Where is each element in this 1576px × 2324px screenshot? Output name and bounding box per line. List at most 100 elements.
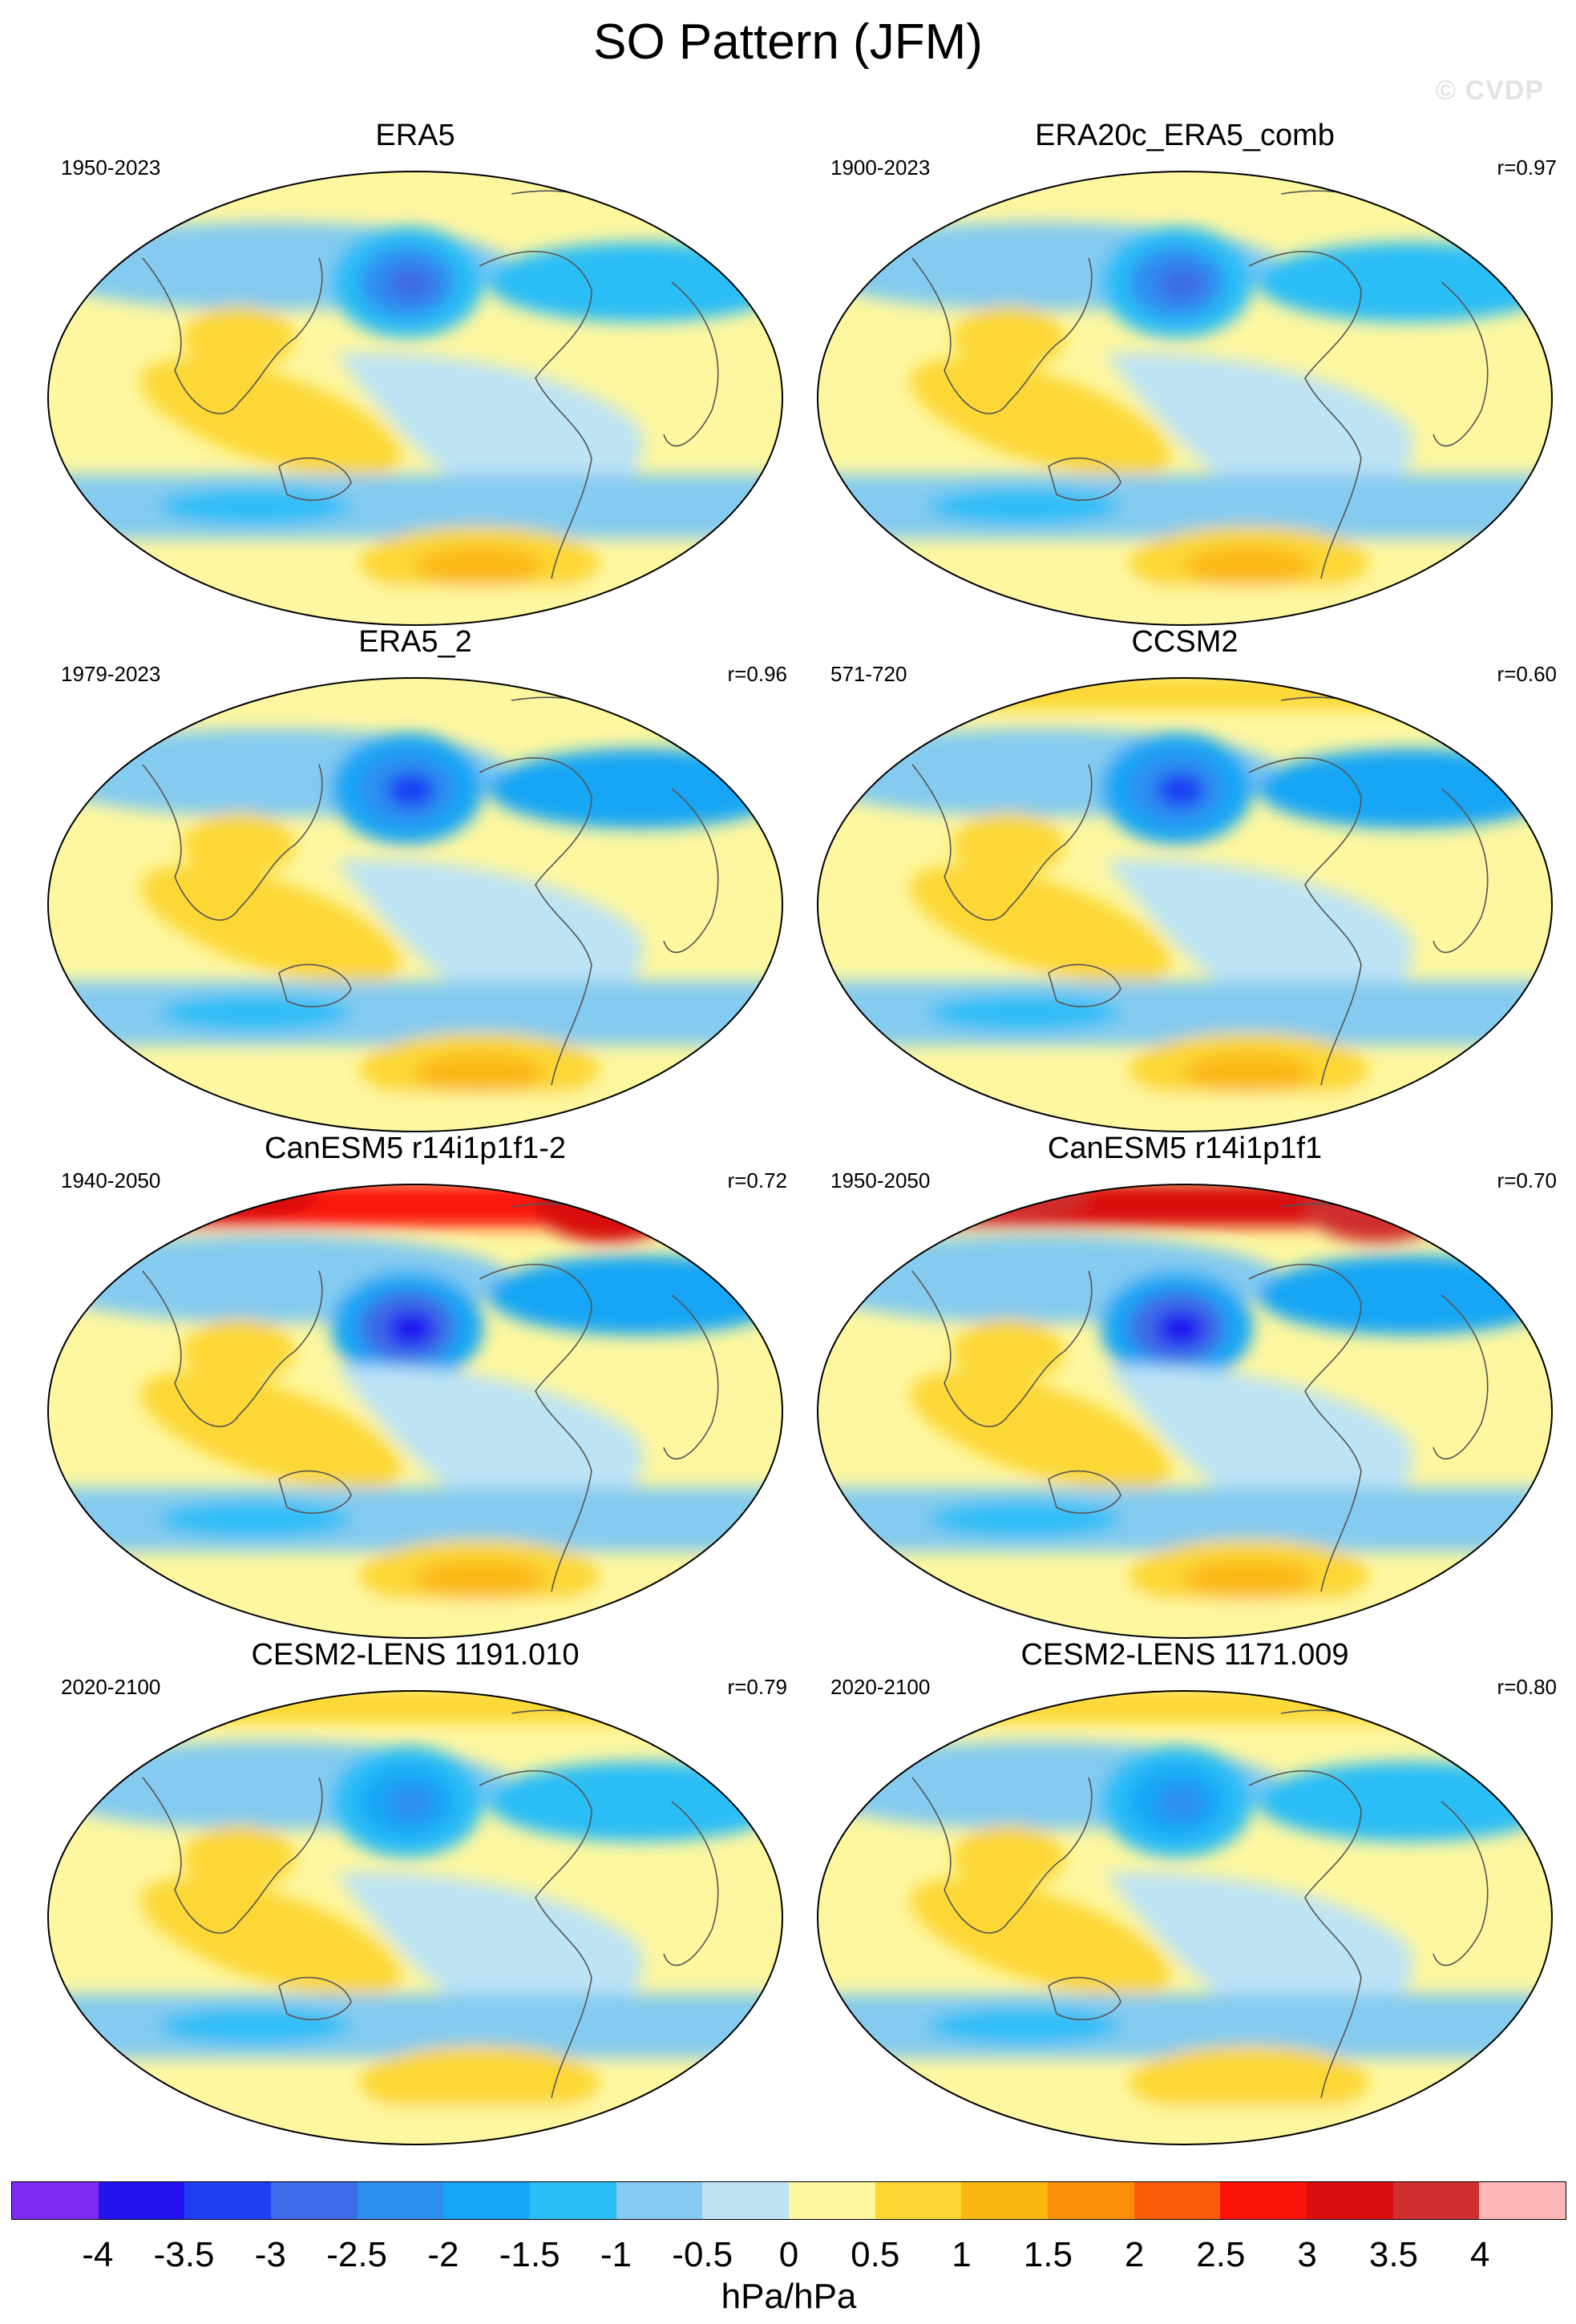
colorbar-tick-label: 0.5 xyxy=(851,2235,900,2274)
arctic-high-core xyxy=(535,1184,680,1243)
map-panel: CanESM5 r14i1p1f1 1950-2050 r=0.70 xyxy=(800,1132,1570,1639)
panel-title: CCSM2 xyxy=(1131,625,1239,659)
arctic-high-band xyxy=(818,678,1552,710)
atlantic-low-belt xyxy=(487,242,782,322)
map-panel: ERA5_2 1979-2023 r=0.96 xyxy=(30,625,800,1132)
arctic-high-band xyxy=(818,171,1552,204)
colorbar-swatch xyxy=(1392,2182,1480,2219)
americas-coast xyxy=(1248,757,1362,1086)
colorbar-swatch xyxy=(702,2182,790,2219)
north-pacific-low-core xyxy=(387,266,435,301)
atlantic-low-belt xyxy=(1257,748,1552,829)
australia-coast xyxy=(1048,1470,1121,1514)
southern-low-core xyxy=(928,995,1121,1031)
americas-coast xyxy=(1248,1770,1362,2099)
robinson-map xyxy=(817,1184,1553,1639)
colorbar-swatch xyxy=(98,2182,185,2219)
atlantic-low-belt xyxy=(1257,242,1552,322)
panel-title: ERA5 xyxy=(375,119,455,152)
colorbar: -4 -3.5 -3 -2.5 -2 -1.5 -1 -0.5 0 0.5 1 1.5 2 2.5 3 3.5… xyxy=(11,2181,1566,2314)
north-pacific-low-core xyxy=(387,1311,435,1346)
southern-ocean-high-core xyxy=(415,547,544,587)
panel-period: 2020-2100 xyxy=(830,1675,931,1699)
panel-correlation: r=0.60 xyxy=(1497,662,1557,686)
map-panel: ERA5 1950-2023 xyxy=(30,119,800,626)
colorbar-swatch xyxy=(530,2182,616,2219)
africa-coast xyxy=(1433,788,1489,954)
southern-low-belt xyxy=(48,1994,782,2058)
indo-pacific-high xyxy=(140,1371,402,1491)
arctic-high-band xyxy=(48,1691,782,1723)
map-border xyxy=(47,1690,783,2145)
robinson-map xyxy=(47,1690,783,2145)
panel-title: ERA5_2 xyxy=(358,625,472,659)
asia-high xyxy=(183,813,295,877)
southern-ocean-high-core xyxy=(1185,547,1313,587)
southern-low-core xyxy=(159,1502,351,1537)
africa-coast xyxy=(1433,1294,1489,1460)
australia-coast xyxy=(1048,1976,1121,2020)
panel-period: 1979-2023 xyxy=(61,662,161,686)
australia-coast xyxy=(1048,963,1121,1007)
asia-high xyxy=(952,813,1065,877)
colorbar-swatch xyxy=(12,2182,99,2219)
robinson-map xyxy=(817,677,1553,1132)
map-border xyxy=(47,677,783,1132)
map-panel: ERA20c_ERA5_comb 1900-2023 r=0.97 xyxy=(800,120,1570,626)
australia-coast xyxy=(278,457,352,501)
robinson-map xyxy=(47,171,783,626)
asia-high xyxy=(183,1826,295,1890)
southern-low-belt xyxy=(48,474,782,539)
africa-coast xyxy=(1433,1801,1489,1967)
arctic-high-band xyxy=(818,1184,1552,1227)
arctic-high-band xyxy=(48,678,782,710)
indo-pacific-high xyxy=(910,865,1171,985)
panel-title: CESM2-LENS 1171.009 xyxy=(1020,1638,1349,1672)
antarctic-band xyxy=(48,1093,782,1132)
figure-title: SO Pattern (JFM) xyxy=(593,14,983,70)
colorbar-tick-label: -1 xyxy=(600,2235,632,2274)
arctic-high-band xyxy=(818,1691,1552,1723)
southern-low-belt xyxy=(818,981,1552,1045)
indo-pacific-high xyxy=(910,358,1171,478)
map-border xyxy=(817,171,1553,626)
southern-low-core xyxy=(928,1502,1121,1537)
colorbar-swatch xyxy=(271,2182,358,2219)
americas-coast xyxy=(1248,251,1362,579)
colorbar-swatch xyxy=(1048,2182,1134,2219)
colorbar-tick-label: 1.5 xyxy=(1023,2235,1073,2274)
panel-title: CanESM5 r14i1p1f1 xyxy=(1047,1132,1323,1165)
indo-pacific-high xyxy=(140,865,402,985)
map-panel: CESM2-LENS 1191.010 2020-2100 r=0.79 xyxy=(30,1640,800,2145)
colorbar-tick-label: -2.5 xyxy=(326,2235,388,2274)
asia-coast xyxy=(911,257,1093,414)
arctic-high-band xyxy=(48,171,782,204)
southern-ocean-high-core xyxy=(1185,2066,1313,2106)
antarctic-band xyxy=(48,2106,782,2144)
colorbar-swatch xyxy=(789,2182,875,2219)
asia-coast xyxy=(911,1270,1093,1427)
colorbar-tick-label: 2.5 xyxy=(1196,2235,1246,2274)
colorbar-tick-label: 1 xyxy=(952,2235,972,2274)
map-border xyxy=(817,677,1553,1132)
antarctic-band xyxy=(48,1600,782,1638)
coastlines xyxy=(911,190,1489,579)
antarctic-band xyxy=(818,1600,1552,1638)
southern-ocean-high-core xyxy=(1185,1053,1313,1093)
colorbar-swatch xyxy=(184,2182,272,2219)
southern-low-belt xyxy=(818,1994,1552,2058)
panel-period: 2020-2100 xyxy=(61,1675,161,1699)
asia-coast xyxy=(911,764,1093,921)
north-pacific-low-core xyxy=(1157,266,1205,301)
colorbar-tick-label: 3 xyxy=(1297,2235,1317,2274)
colorbar-tick-label: 2 xyxy=(1124,2235,1145,2274)
asia-coast xyxy=(142,1270,323,1427)
asia-high xyxy=(952,306,1065,370)
indo-pacific-high xyxy=(910,1878,1171,1998)
southern-low-core xyxy=(928,489,1121,524)
map-border xyxy=(817,1690,1553,2145)
colorbar-strip xyxy=(11,2181,1566,2220)
asia-coast xyxy=(911,1777,1093,1934)
colorbar-swatch xyxy=(616,2182,703,2219)
southern-ocean-high-core xyxy=(415,1559,544,1600)
